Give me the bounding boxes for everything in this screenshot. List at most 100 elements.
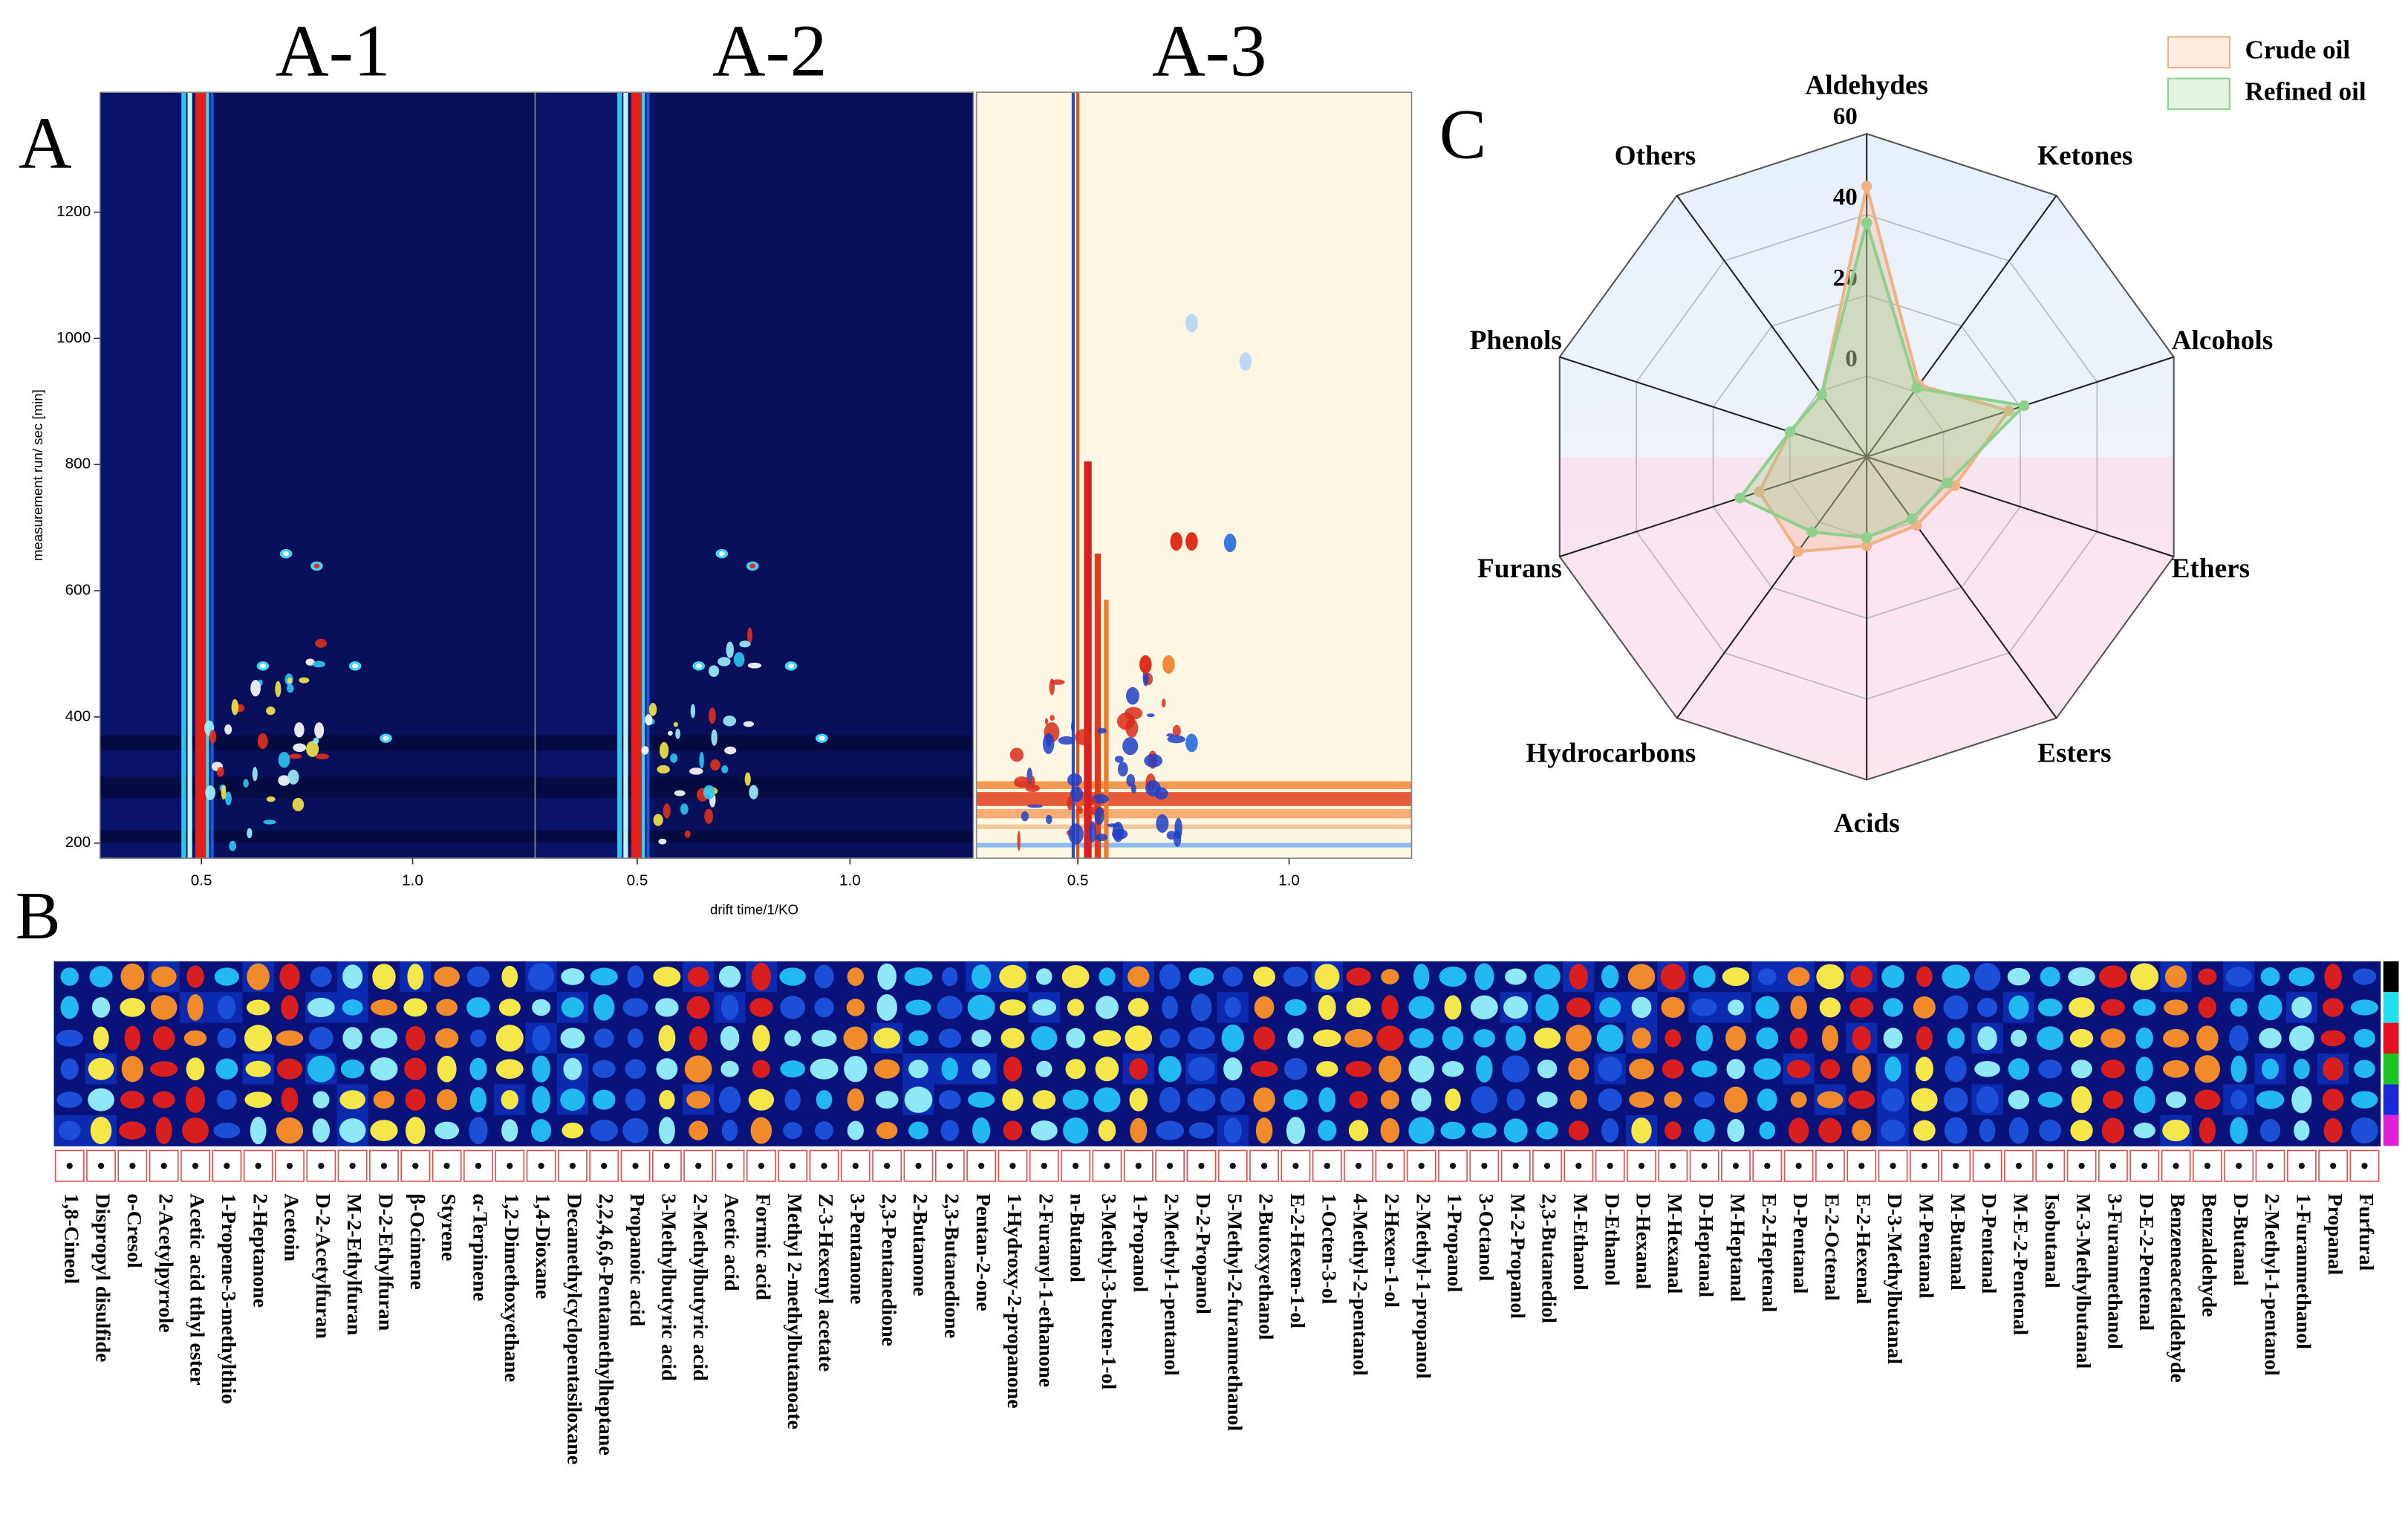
fingerprint-spot <box>622 1117 648 1143</box>
fingerprint-spot <box>1223 967 1243 987</box>
fingerprint-spot <box>119 1121 146 1140</box>
fingerprint-icon-dot <box>978 1163 985 1169</box>
heatmap-band <box>976 792 1412 806</box>
compound-label: 2-Furanyl-1-ethanone <box>1034 1193 1057 1387</box>
heatmap-spot <box>1045 814 1052 825</box>
heatmap-spot <box>205 785 216 800</box>
fingerprint-spot <box>435 1121 460 1140</box>
compound-label: 4-Methyl-2-pentanol <box>1349 1193 1372 1375</box>
fingerprint-spot <box>1915 1057 1933 1082</box>
fingerprint-icon-dot <box>1732 1163 1740 1169</box>
compound-label: D-Heptanal <box>1694 1193 1717 1297</box>
fingerprint-spot <box>1693 1091 1715 1108</box>
fingerprint-spot <box>339 1090 365 1110</box>
fingerprint-spot <box>60 967 79 986</box>
fingerprint-spot <box>214 967 239 986</box>
fingerprint-spot <box>1096 996 1119 1019</box>
fingerprint-spot <box>2103 1090 2124 1109</box>
fingerprint-spot <box>1315 1061 1338 1077</box>
heatmap-spot <box>1144 753 1163 768</box>
fingerprint-spot <box>1253 967 1275 987</box>
fingerprint-spot <box>276 1058 303 1080</box>
fingerprint-spot <box>217 1028 236 1048</box>
radar-axis <box>1559 356 1867 458</box>
fingerprint-spot <box>2230 998 2248 1017</box>
fingerprint-spot <box>2069 997 2095 1018</box>
fingerprint-icon-dot <box>1575 1163 1582 1169</box>
fingerprint-spot <box>561 968 585 985</box>
fingerprint-spot <box>1253 1026 1275 1051</box>
fingerprint-spot <box>498 999 521 1016</box>
fingerprint-spot <box>967 994 995 1021</box>
heatmap-band <box>976 781 1412 789</box>
fingerprint-spot <box>1283 1089 1308 1110</box>
heatmap-spot <box>711 729 717 746</box>
fingerprint-spot <box>843 1026 868 1051</box>
fingerprint-spot <box>1691 1060 1718 1078</box>
fingerprint-spot <box>1381 969 1399 984</box>
fingerprint-icon <box>1815 1149 1845 1182</box>
fingerprint-spot <box>2198 968 2217 985</box>
fingerprint-spot <box>215 1058 238 1080</box>
fingerprint-spot <box>1632 1028 1651 1049</box>
fingerprint-spot <box>2037 1091 2063 1108</box>
fingerprint-spot <box>873 1059 900 1079</box>
fingerprint-spot <box>2133 1085 2155 1114</box>
fingerprint-spot <box>1566 997 1591 1018</box>
fingerprint-spot <box>810 1058 839 1080</box>
fingerprint-spot <box>312 1118 330 1143</box>
fingerprint-spot <box>532 1025 550 1051</box>
fingerprint-spot <box>2351 1091 2378 1109</box>
fingerprint-spot <box>495 1025 524 1052</box>
fingerprint-spot <box>1221 1024 1244 1052</box>
heatmap-spot <box>1009 747 1024 762</box>
fingerprint-spot <box>91 997 111 1018</box>
fingerprint-icon-dot <box>1041 1163 1047 1169</box>
fingerprint-spot <box>1883 1028 1903 1049</box>
fingerprint-spot <box>811 1029 837 1047</box>
fingerprint-spot <box>1312 1029 1341 1048</box>
fingerprint-spot <box>2352 968 2377 985</box>
heatmap-spot <box>709 707 716 724</box>
fingerprint-spot <box>2071 1086 2092 1114</box>
fingerprint-icon-dot <box>946 1163 953 1169</box>
fingerprint-icon <box>369 1149 399 1182</box>
fingerprint-spot <box>1755 996 1780 1019</box>
panel-label: A <box>19 103 72 184</box>
fingerprint-spot <box>2230 1055 2247 1083</box>
heatmap-spot <box>247 828 253 839</box>
fingerprint-spot <box>784 1030 801 1047</box>
fingerprint-icon-dot <box>1481 1163 1488 1169</box>
fingerprint-spot <box>875 1091 899 1109</box>
fingerprint-spot <box>847 967 865 986</box>
compound-label: α-Terpinene <box>469 1193 492 1301</box>
fingerprint-icon-dot <box>160 1163 167 1169</box>
heatmap-spot <box>1058 736 1076 745</box>
fingerprint-spot <box>217 1089 237 1110</box>
fingerprint-spot <box>752 1025 770 1052</box>
radar-point <box>1861 532 1872 543</box>
legend-label: Refined oil <box>2245 77 2366 106</box>
fingerprint-spot <box>1187 1088 1216 1112</box>
heatmap-spot <box>250 679 261 697</box>
fingerprint-spot <box>1411 1088 1432 1112</box>
fingerprint-spot <box>1693 965 1716 988</box>
fingerprint-spot <box>1283 1057 1307 1080</box>
heatmap-spot <box>289 753 302 759</box>
heatmap-spot <box>1117 762 1128 777</box>
radar-point <box>1754 486 1765 498</box>
fingerprint-spot <box>501 965 518 988</box>
fingerprint-spot <box>1598 1088 1622 1112</box>
compound-label: o-Cresol <box>123 1193 146 1268</box>
fingerprint-spot <box>1916 966 1933 987</box>
heatmap-spot <box>1130 784 1136 794</box>
compound-label: 1-Furanmethanol <box>2291 1193 2314 1349</box>
fingerprint-spot <box>2039 1119 2062 1142</box>
heatmap-spot <box>252 767 258 782</box>
fingerprint-spot <box>470 1029 487 1048</box>
heatmap-spot <box>787 663 795 669</box>
fingerprint-spot <box>968 1091 995 1108</box>
fingerprint-spot <box>370 1057 398 1081</box>
fingerprint-spot <box>593 1028 614 1048</box>
